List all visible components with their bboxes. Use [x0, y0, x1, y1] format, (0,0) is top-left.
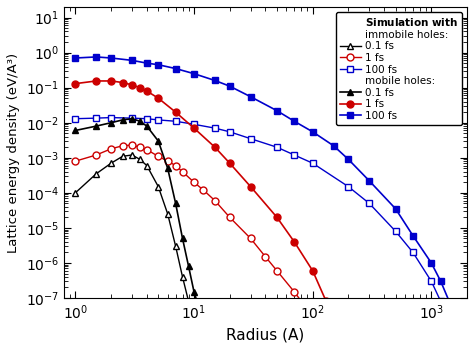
Y-axis label: Lattice energy density (eV/A³): Lattice energy density (eV/A³): [7, 52, 20, 253]
X-axis label: Radius (A): Radius (A): [226, 327, 305, 342]
Legend: $\bf{Simulation\ with}$, immobile holes:, 0.1 fs, 1 fs, 100 fs, mobile holes:, 0: $\bf{Simulation\ with}$, immobile holes:…: [336, 12, 462, 125]
